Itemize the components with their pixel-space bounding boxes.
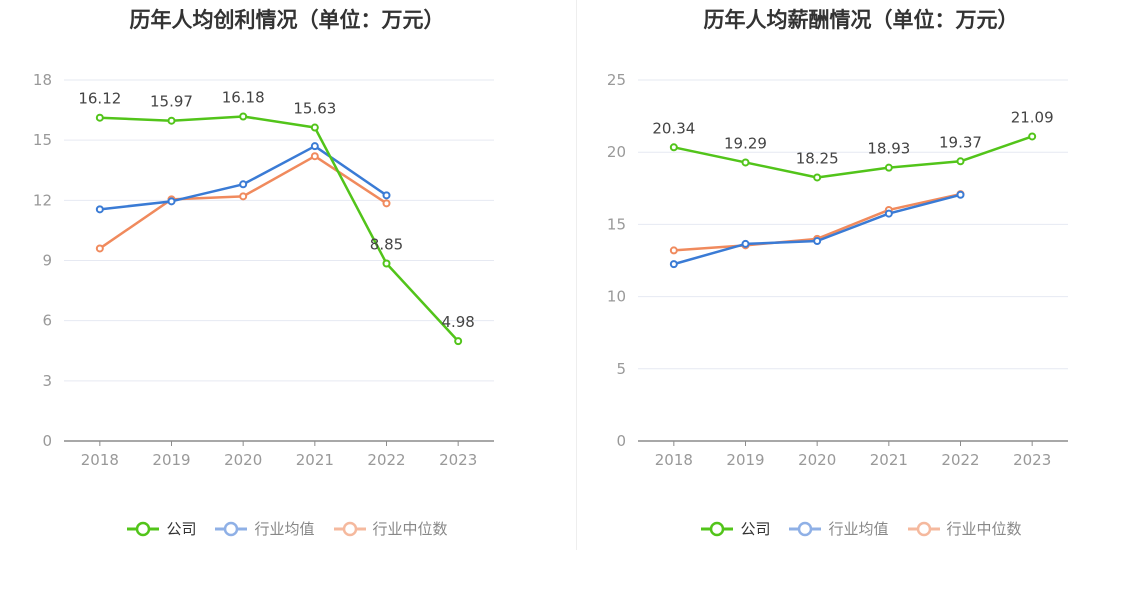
data-label: 21.09 [1011, 108, 1054, 126]
x-tick-label: 2019 [152, 451, 190, 469]
legend-label: 公司 [166, 520, 197, 538]
x-tick-label: 2019 [726, 451, 764, 469]
y-tick-label: 18 [33, 71, 52, 89]
x-tick-label: 2020 [224, 451, 262, 469]
data-point-industry-avg[interactable] [95, 205, 104, 214]
y-tick-label: 12 [33, 191, 52, 209]
y-tick-label: 9 [42, 252, 52, 270]
legend-label: 行业中位数 [946, 520, 1022, 538]
series-line-company [99, 115, 460, 342]
x-tick-label: 2021 [296, 451, 334, 469]
data-point-company[interactable] [956, 157, 965, 166]
series-line-industry-avg [673, 193, 961, 266]
data-label: 19.37 [939, 133, 982, 151]
legend-item-industry-avg[interactable]: 行业均值 [214, 518, 315, 539]
x-tick-label: 2023 [439, 451, 477, 469]
data-point-industry-avg[interactable] [669, 260, 678, 269]
data-point-industry-median[interactable] [382, 199, 391, 208]
data-label: 4.98 [441, 313, 474, 331]
x-tick-label: 2022 [941, 451, 979, 469]
y-tick-label: 25 [607, 71, 626, 89]
data-point-industry-median[interactable] [669, 246, 678, 255]
y-tick-label: 15 [607, 215, 626, 233]
chart-legend: 公司 行业均值 行业中位数 [574, 518, 1148, 539]
legend-item-company[interactable]: 公司 [700, 518, 770, 539]
legend-label: 行业均值 [828, 520, 889, 538]
data-point-industry-median[interactable] [239, 192, 248, 201]
salary-chart-svg: 0 5 10 15 20 25 2018 2019 2020 2021 2022 2023 20.34 1… [607, 71, 1068, 469]
data-point-company[interactable] [167, 116, 176, 125]
y-tick-label: 10 [607, 288, 626, 306]
data-point-industry-avg[interactable] [884, 209, 893, 218]
x-tick-label: 2023 [1013, 451, 1051, 469]
data-point-company[interactable] [454, 337, 463, 346]
series-line-company [673, 135, 1033, 179]
data-point-company[interactable] [95, 113, 104, 122]
legend-industry-median-icon [333, 521, 366, 536]
data-point-company[interactable] [239, 112, 248, 121]
y-tick-label: 20 [607, 143, 626, 161]
chart-title: 历年人均薪酬情况（单位：万元） [703, 8, 1019, 32]
data-label: 16.12 [78, 90, 121, 108]
data-point-company[interactable] [669, 143, 678, 152]
data-label: 16.18 [222, 89, 265, 107]
x-tick-label: 2018 [655, 451, 693, 469]
y-tick-label: 3 [42, 372, 52, 390]
data-point-industry-avg[interactable] [167, 197, 176, 206]
legend-industry-avg-icon [789, 521, 822, 536]
chart-legend: 公司 行业均值 行业中位数 [0, 518, 574, 539]
data-label: 19.29 [724, 134, 767, 152]
data-point-industry-avg[interactable] [239, 180, 248, 189]
data-label: 15.63 [293, 100, 336, 118]
data-label: 15.97 [150, 93, 193, 111]
legend-industry-avg-icon [215, 521, 248, 536]
x-tick-label: 2021 [870, 451, 908, 469]
chart-panel-salary: 历年人均薪酬情况（单位：万元） 0 5 10 15 20 25 2018 2019 2020 20… [574, 0, 1148, 589]
data-point-industry-median[interactable] [95, 244, 104, 253]
legend-item-company[interactable]: 公司 [126, 518, 196, 539]
data-point-company[interactable] [382, 259, 391, 268]
legend-label: 行业中位数 [372, 520, 448, 538]
legend-item-industry-median[interactable]: 行业中位数 [333, 518, 448, 539]
data-point-industry-avg[interactable] [956, 190, 965, 199]
series-line-industry-median [99, 154, 388, 250]
x-tick-label: 2020 [798, 451, 836, 469]
panel-divider [576, 0, 577, 550]
data-point-company[interactable] [310, 123, 319, 132]
legend-item-industry-median[interactable]: 行业中位数 [907, 518, 1022, 539]
data-point-company[interactable] [813, 173, 822, 182]
profit-chart-svg: 0 3 6 9 12 15 18 2018 2019 2020 2021 2022 2023 16.12 1… [33, 71, 494, 469]
data-point-company[interactable] [741, 158, 750, 167]
x-tick-label: 2022 [367, 451, 405, 469]
data-label: 20.34 [652, 119, 695, 137]
legend-industry-median-icon [907, 521, 940, 536]
y-tick-label: 5 [616, 360, 626, 378]
y-tick-label: 15 [33, 131, 52, 149]
data-point-industry-avg[interactable] [382, 191, 391, 200]
data-point-industry-median[interactable] [310, 152, 319, 161]
data-label: 18.93 [867, 140, 910, 158]
legend-company-icon [701, 521, 734, 536]
legend-item-industry-avg[interactable]: 行业均值 [788, 518, 889, 539]
x-tick-label: 2018 [81, 451, 119, 469]
data-point-company[interactable] [1028, 132, 1037, 141]
legend-company-icon [127, 521, 160, 536]
data-label: 18.25 [796, 149, 839, 167]
data-point-industry-avg[interactable] [741, 239, 750, 248]
legend-label: 公司 [740, 520, 771, 538]
chart-title: 历年人均创利情况（单位：万元） [129, 8, 445, 32]
y-tick-label: 0 [616, 432, 626, 450]
y-tick-label: 0 [42, 432, 52, 450]
legend-label: 行业均值 [254, 520, 315, 538]
data-point-industry-avg[interactable] [813, 237, 822, 246]
data-point-company[interactable] [884, 163, 893, 172]
data-point-industry-avg[interactable] [310, 142, 319, 151]
y-tick-label: 6 [42, 312, 52, 330]
chart-panel-profit: 历年人均创利情况（单位：万元） 0 3 6 9 12 15 18 2018 2019 2020 20… [0, 8, 574, 539]
data-label: 8.85 [370, 236, 403, 254]
